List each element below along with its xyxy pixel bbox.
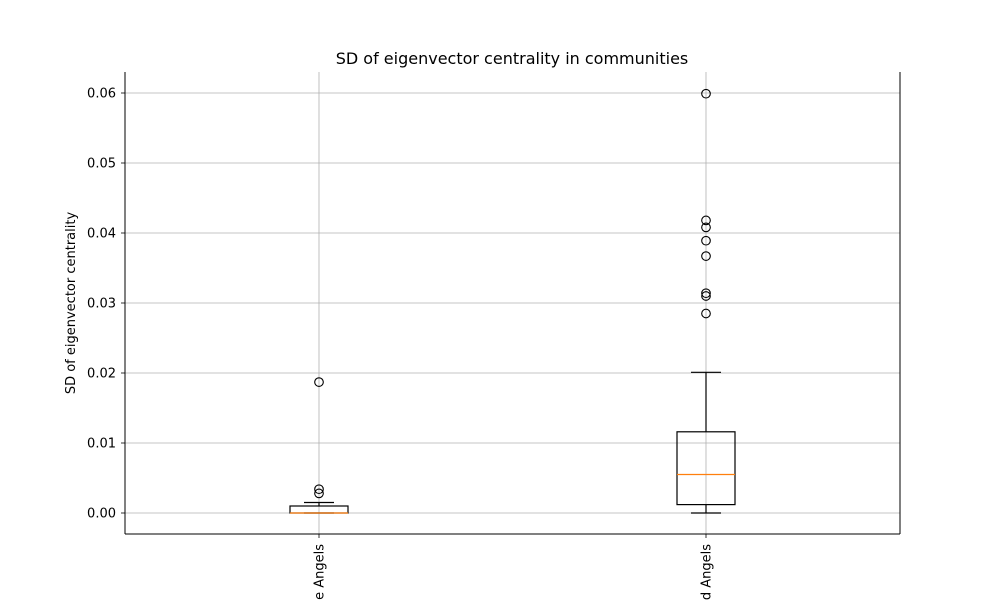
outlier-point — [314, 484, 324, 495]
ticks: 0.00 0.01 0.02 0.03 0.04 0.05 0.06 e Angels d An… — [87, 87, 714, 600]
outlier-point — [701, 222, 711, 233]
y-axis-label: SD of eigenvector centrality — [64, 212, 79, 395]
y-tick-label: 0.02 — [87, 367, 116, 382]
y-tick-label: 0.00 — [87, 507, 116, 522]
boxes — [289, 88, 736, 514]
outlier-point — [701, 288, 711, 299]
y-tick-label: 0.05 — [87, 157, 116, 172]
box-group — [676, 88, 736, 514]
box — [676, 431, 736, 506]
y-tick-label: 0.06 — [87, 87, 116, 102]
outlier-point — [314, 488, 324, 499]
y-tick-label: 0.01 — [87, 437, 116, 452]
outlier-point — [314, 377, 324, 387]
y-tick-label: 0.04 — [87, 227, 116, 242]
outlier-point — [701, 88, 711, 99]
chart-title: SD of eigenvector centrality in communit… — [336, 49, 689, 68]
outlier-point — [701, 251, 711, 261]
box-group — [289, 377, 349, 514]
outlier-point — [701, 308, 711, 319]
outlier-point — [701, 235, 711, 246]
outlier-point — [701, 215, 711, 226]
y-tick-label: 0.03 — [87, 297, 116, 312]
outlier-point — [701, 291, 711, 301]
grid — [125, 72, 900, 534]
x-tick-label: d Angels — [700, 544, 715, 600]
x-tick-label: e Angels — [313, 544, 328, 600]
